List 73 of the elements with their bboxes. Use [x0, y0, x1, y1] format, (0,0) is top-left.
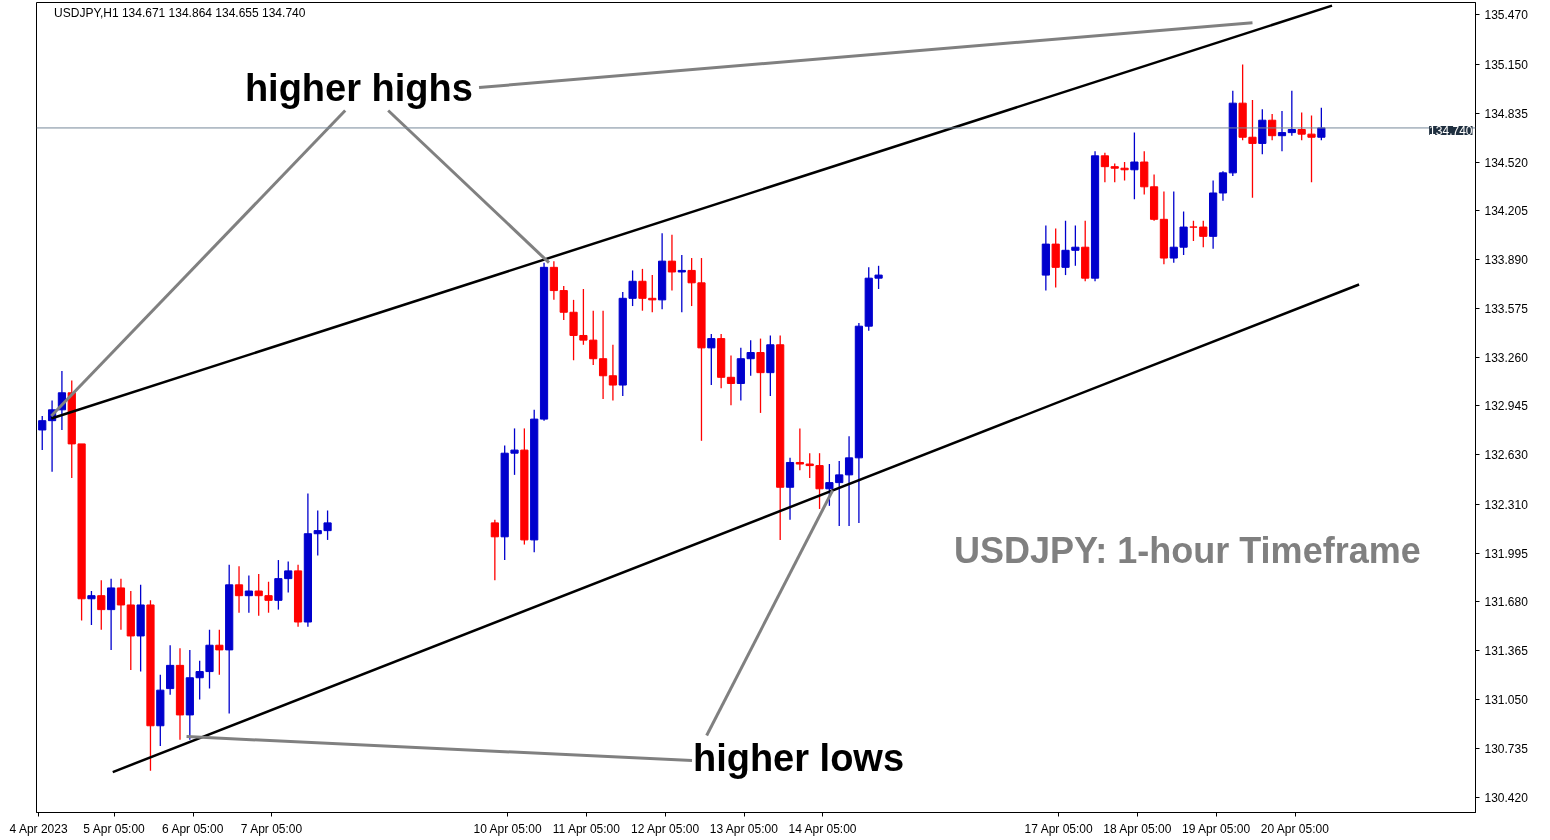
annotation: higher lows: [692, 736, 905, 779]
y-tick-label: 133.890: [1484, 253, 1529, 268]
candlestick: [166, 644, 175, 696]
candlestick: [1317, 107, 1326, 141]
candlestick: [874, 265, 883, 290]
y-tick-label: 134.520: [1484, 155, 1529, 170]
candlestick: [215, 629, 224, 676]
y-tick-label: 131.365: [1484, 644, 1529, 659]
candlestick: [107, 577, 116, 651]
x-tick-label: 12 Apr 05:00: [631, 821, 700, 836]
candlestick: [677, 254, 686, 313]
candlestick: [1169, 190, 1178, 264]
x-tick-label: 7 Apr 05:00: [240, 821, 303, 836]
x-tick-label: 4 Apr 2023: [9, 821, 68, 836]
y-tick-label: 134.205: [1484, 204, 1529, 219]
y-tick-label: 133.260: [1484, 350, 1529, 365]
y-tick-label: 132.630: [1484, 448, 1529, 463]
x-tick-label: 17 Apr 05:00: [1024, 821, 1093, 836]
candlestick: [244, 574, 253, 614]
candlestick: [116, 577, 126, 631]
x-tick-label: 5 Apr 05:00: [83, 821, 146, 836]
candlestick: [490, 519, 499, 581]
candlestick: [687, 257, 696, 307]
x-tick-label: 19 Apr 05:00: [1182, 821, 1251, 836]
annotation: USDJPY: 1-hour Timeframe: [953, 530, 1421, 571]
candlestick: [1287, 90, 1296, 137]
candlestick: [628, 269, 637, 307]
candlestick: [726, 354, 736, 406]
y-tick-label: 130.735: [1484, 741, 1529, 756]
y-tick-label: 131.995: [1484, 546, 1529, 561]
candlestick: [667, 234, 677, 292]
y-tick-label: 131.050: [1484, 692, 1529, 707]
candlestick: [598, 310, 608, 400]
candlestick: [707, 333, 716, 386]
x-tick-label: 18 Apr 05:00: [1103, 821, 1172, 836]
y-tick-label: 134.835: [1484, 106, 1529, 121]
y-tick-label: 130.420: [1484, 790, 1529, 805]
y-tick-label: 135.470: [1484, 8, 1529, 23]
candlestick: [1179, 210, 1188, 256]
candlestick: [87, 590, 96, 626]
candlestick: [1100, 152, 1109, 183]
candlestick: [549, 260, 558, 301]
candlestick: [844, 435, 854, 527]
candlestick: [97, 579, 106, 631]
candlestick: [589, 310, 598, 366]
candlestick: [1258, 108, 1267, 155]
chart-title: USDJPY,H1 134.671 134.864 134.655 134.740: [54, 5, 306, 20]
candlestick: [38, 415, 47, 451]
candlestick: [1277, 110, 1287, 152]
y-tick-label: 135.150: [1484, 57, 1529, 72]
annotation: higher highs: [244, 66, 473, 109]
candlestick: [1218, 170, 1228, 202]
ref-line-label: 134.740: [1429, 123, 1473, 138]
candlestick: [1051, 227, 1060, 289]
y-tick-label: 133.575: [1484, 301, 1529, 316]
candlestick: [638, 268, 647, 312]
candlestick: [756, 337, 765, 414]
x-tick-label: 10 Apr 05:00: [473, 821, 542, 836]
y-tick-label: 132.945: [1484, 399, 1529, 414]
x-tick-label: 13 Apr 05:00: [709, 821, 779, 836]
y-tick-label: 132.310: [1484, 497, 1529, 512]
x-tick-label: 14 Apr 05:00: [788, 821, 857, 836]
candlestick: [648, 274, 657, 313]
candlestick: [1130, 131, 1139, 200]
x-tick-label: 11 Apr 05:00: [552, 821, 621, 836]
candlestick: [1199, 220, 1208, 248]
y-tick-label: 131.680: [1484, 595, 1529, 610]
candlestick: [234, 565, 244, 614]
candlestick: [510, 427, 519, 476]
candlestick: [1189, 220, 1198, 242]
x-tick-label: 6 Apr 05:00: [162, 821, 224, 836]
x-tick-label: 20 Apr 05:00: [1260, 821, 1330, 836]
candlestick: [608, 344, 618, 402]
